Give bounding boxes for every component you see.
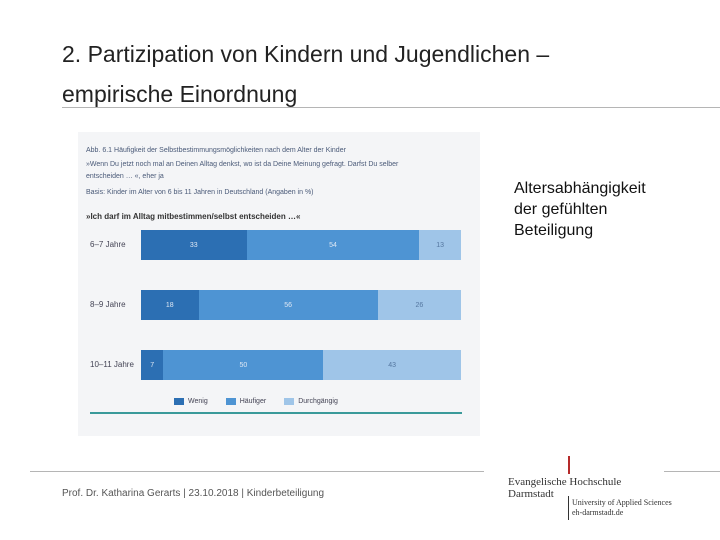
legend-item: Durchgängig xyxy=(284,398,338,405)
bar-segment-häufiger: 54 xyxy=(246,230,420,260)
side-note-line1: Altersabhängigkeit xyxy=(514,180,646,197)
logo-accent-bar xyxy=(568,456,570,474)
bar-segment-durchgängig: 43 xyxy=(323,350,461,380)
slide-title-line2: empirische Einordnung xyxy=(62,81,298,107)
question-intro-1: »Wenn Du jetzt noch mal an Deinen Alltag… xyxy=(86,161,399,168)
bar-segment-durchgängig: 13 xyxy=(419,230,461,260)
legend-label: Durchgängig xyxy=(298,398,338,405)
footer-divider-right xyxy=(664,471,720,472)
side-note: Altersabhängigkeit der gefühlten Beteili… xyxy=(514,178,704,241)
stacked-bar: 18 56 26 xyxy=(141,290,461,320)
legend-swatch xyxy=(284,398,295,405)
title-divider xyxy=(62,107,720,108)
stacked-bar: 33 54 13 xyxy=(141,230,461,260)
footer-text: Prof. Dr. Katharina Gerarts | 23.10.2018… xyxy=(62,488,325,499)
bar-segment-wenig: 18 xyxy=(141,290,199,320)
bar-category-label: 10–11 Jahre xyxy=(90,360,134,369)
legend-swatch xyxy=(174,398,184,405)
logo-divider-bar xyxy=(568,496,569,520)
legend-swatch xyxy=(225,398,236,405)
bar-segment-häufiger: 56 xyxy=(198,290,378,320)
legend-label: Wenig xyxy=(188,398,208,405)
logo-name-line2: Darmstadt xyxy=(508,488,554,500)
legend-item: Wenig xyxy=(174,398,208,405)
figure-number: Abb. 6.1 xyxy=(86,147,113,154)
stacked-bar: 7 50 43 xyxy=(141,350,461,380)
chart-legend: Wenig Häufiger Durchgängig xyxy=(174,398,338,405)
figure-title-text: Häufigkeit der Selbstbestimmungsmöglichk… xyxy=(114,147,346,154)
bar-value-label: 54 xyxy=(329,241,337,249)
chart-question: »Ich darf im Alltag mitbestimmen/selbst … xyxy=(86,212,301,221)
bar-value-label: 18 xyxy=(165,301,174,309)
bar-segment-wenig: 7 xyxy=(141,350,164,380)
logo-sub-line1: University of Applied Sciences xyxy=(572,498,672,507)
legend-item: Häufiger xyxy=(225,398,267,405)
bar-category-label: 8–9 Jahre xyxy=(90,300,126,309)
slide-title-line1: 2. Partizipation von Kindern und Jugendl… xyxy=(62,41,550,67)
bar-segment-häufiger: 50 xyxy=(163,350,324,380)
bar-value-label: 33 xyxy=(189,241,198,249)
chart-figure: Abb. 6.1 Häufigkeit der Selbstbestimmung… xyxy=(78,132,480,436)
logo-sub-line2: eh-darmstadt.de xyxy=(572,508,624,517)
bar-value-label: 7 xyxy=(150,361,155,369)
bar-segment-durchgängig: 26 xyxy=(377,290,461,320)
university-logo: Evangelische Hochschule Darmstadt Univer… xyxy=(508,454,698,528)
figure-rule xyxy=(90,412,462,414)
side-note-line2: der gefühlten xyxy=(514,201,608,218)
bar-segment-wenig: 33 xyxy=(141,230,247,260)
slide-title: 2. Partizipation von Kindern und Jugendl… xyxy=(62,34,682,114)
logo-subtitle: University of Applied Sciences eh-darmst… xyxy=(572,498,672,518)
question-intro-2: entscheiden … «, eher ja xyxy=(86,173,164,180)
bar-value-label: 43 xyxy=(388,361,397,369)
bar-value-label: 13 xyxy=(436,241,445,249)
bar-value-label: 26 xyxy=(415,301,424,309)
side-note-line3: Beteiligung xyxy=(514,222,594,239)
footer-divider-left xyxy=(30,471,484,472)
bar-value-label: 56 xyxy=(284,301,293,309)
figure-basis: Basis: Kinder im Alter von 6 bis 11 Jahr… xyxy=(86,189,314,196)
legend-label: Häufiger xyxy=(239,398,267,405)
logo-name-line1: Evangelische Hochschule xyxy=(508,476,622,488)
figure-title: Abb. 6.1 Häufigkeit der Selbstbestimmung… xyxy=(86,147,346,154)
bar-category-label: 6–7 Jahre xyxy=(90,240,126,249)
logo-name: Evangelische Hochschule Darmstadt xyxy=(508,476,621,500)
bar-value-label: 50 xyxy=(239,361,248,369)
